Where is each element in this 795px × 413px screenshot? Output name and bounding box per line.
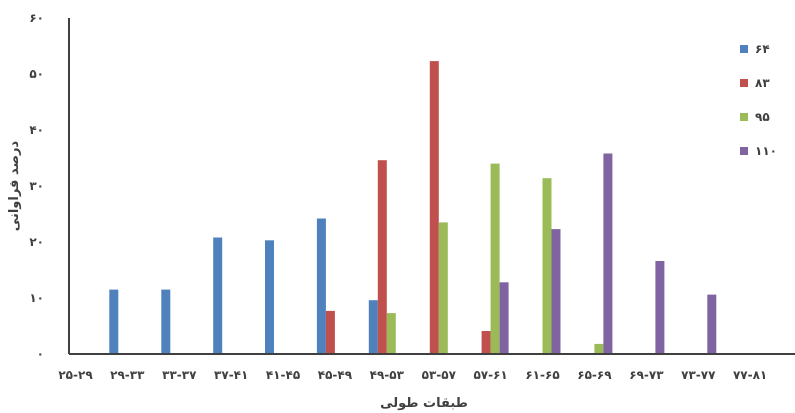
bar-1-6 bbox=[316, 218, 326, 354]
y-axis-title: درصد فراوانی bbox=[7, 140, 22, 231]
x-tick-label: ۴۹-۵۳ bbox=[370, 368, 405, 382]
bar-3-9 bbox=[490, 163, 500, 354]
y-tick-label: ۳۰ bbox=[29, 179, 44, 193]
bars-layer bbox=[109, 61, 717, 354]
bar-1-5 bbox=[265, 240, 274, 354]
y-tick-label: ۶۰ bbox=[29, 11, 44, 25]
bar-2-9 bbox=[481, 331, 491, 354]
legend-swatch-1 bbox=[740, 45, 748, 53]
y-tick-label: ۱۰ bbox=[29, 291, 44, 305]
x-tick-label: ۶۹-۷۳ bbox=[629, 368, 664, 382]
bar-2-7 bbox=[377, 160, 387, 354]
x-tick-label: ۵۳-۵۷ bbox=[422, 368, 457, 382]
legend-label-2: ۸۳ bbox=[755, 76, 770, 90]
bar-1-7 bbox=[368, 300, 378, 354]
bar-1-2 bbox=[109, 289, 119, 354]
bar-3-7 bbox=[386, 313, 396, 354]
legend-label-1: ۶۴ bbox=[755, 42, 770, 56]
x-tick-label: ۷۷-۸۱ bbox=[733, 368, 767, 382]
y-tick-label: ۵۰ bbox=[29, 67, 44, 81]
legend-label-3: ۹۵ bbox=[755, 110, 770, 124]
x-tick-label: ۶۱-۶۵ bbox=[525, 368, 559, 382]
bar-1-4 bbox=[213, 237, 223, 354]
legend: ۶۴ ۸۳ ۹۵ ۱۱۰ bbox=[740, 42, 777, 158]
y-tick-label: ۰ bbox=[37, 347, 44, 361]
bar-3-11 bbox=[594, 343, 604, 354]
legend-swatch-2 bbox=[740, 79, 748, 87]
x-axis-title: طبقات طولی bbox=[380, 396, 468, 411]
legend-label-4: ۱۱۰ bbox=[755, 144, 777, 158]
x-tick-labels: ۲۵-۲۹ ۲۹-۳۳ ۳۳-۳۷ ۳۷-۴۱ ۴۱-۴۵ ۴۵-۴۹ ۴۹-۵۳ ۵۳-۵۷… bbox=[58, 368, 767, 382]
x-tick-label: ۲۹-۳۳ bbox=[110, 368, 145, 382]
x-tick-label: ۵۷-۶۱ bbox=[473, 368, 507, 382]
x-tick-label: ۳۷-۴۱ bbox=[214, 368, 248, 382]
y-tick-labels: ۰ ۱۰ ۲۰ ۳۰ ۴۰ ۵۰ ۶۰ bbox=[29, 11, 44, 361]
x-tick-label: ۴۱-۴۵ bbox=[266, 368, 300, 382]
bar-4-11 bbox=[603, 153, 613, 354]
bar-4-12 bbox=[655, 261, 665, 354]
legend-swatch-3 bbox=[740, 113, 748, 121]
bar-4-9 bbox=[499, 282, 509, 354]
bar-3-8 bbox=[438, 222, 448, 354]
legend-swatch-4 bbox=[740, 147, 748, 155]
bar-3-10 bbox=[542, 178, 552, 354]
bar-1-3 bbox=[161, 289, 171, 354]
x-tick-label: ۳۳-۳۷ bbox=[162, 368, 197, 382]
axes-layer bbox=[68, 18, 795, 355]
y-tick-label: ۴۰ bbox=[29, 123, 44, 137]
bar-2-8 bbox=[429, 61, 439, 354]
bar-4-13 bbox=[707, 294, 717, 354]
x-tick-label: ۶۵-۶۹ bbox=[577, 368, 612, 382]
bar-4-10 bbox=[551, 229, 561, 354]
x-tick-label: ۴۵-۴۹ bbox=[318, 368, 353, 382]
bar-2-6 bbox=[325, 310, 335, 354]
x-tick-label: ۷۳-۷۷ bbox=[681, 368, 716, 382]
x-tick-label: ۲۵-۲۹ bbox=[58, 368, 93, 382]
y-tick-label: ۲۰ bbox=[29, 235, 44, 249]
